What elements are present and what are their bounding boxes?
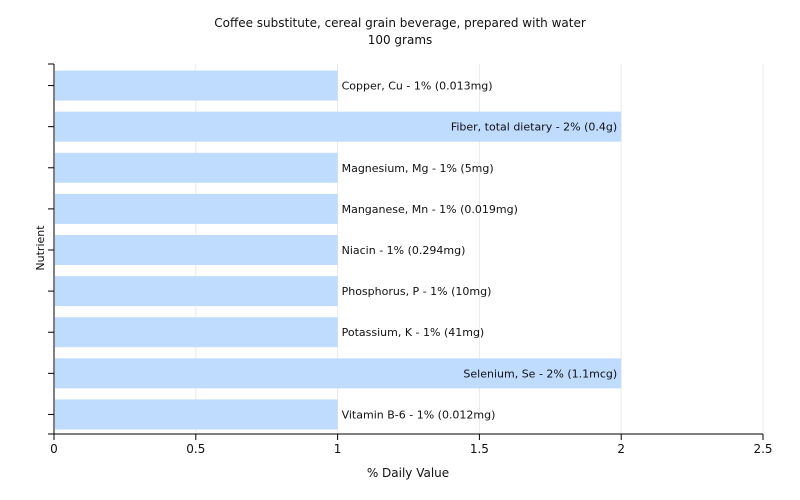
bar <box>55 193 338 224</box>
bar <box>55 152 338 183</box>
bar-label: Selenium, Se - 2% (1.1mcg) <box>463 367 617 380</box>
bar-labels: Copper, Cu - 1% (0.013mg) Fiber, total di… <box>342 80 618 422</box>
bar-label: Vitamin B-6 - 1% (0.012mg) <box>342 408 496 421</box>
bar <box>55 70 338 101</box>
bar-label: Magnesium, Mg - 1% (5mg) <box>342 162 494 175</box>
bar-label: Phosphorus, P - 1% (10mg) <box>342 285 492 298</box>
x-tick-label: 0 <box>50 442 58 456</box>
bar <box>55 111 622 142</box>
bar <box>55 276 338 307</box>
chart-subtitle: 100 grams <box>368 33 433 47</box>
chart-title: Coffee substitute, cereal grain beverage… <box>214 16 586 30</box>
bar <box>55 399 338 430</box>
bar-label: Niacin - 1% (0.294mg) <box>342 244 466 257</box>
y-axis-label: Nutrient <box>34 225 47 271</box>
bar <box>55 235 338 265</box>
bar-label: Manganese, Mn - 1% (0.019mg) <box>342 203 518 216</box>
x-tick-label: 2.5 <box>753 442 772 456</box>
x-tick-label: 1.5 <box>470 442 489 456</box>
bar <box>55 317 338 348</box>
bar-label: Copper, Cu - 1% (0.013mg) <box>342 80 493 93</box>
bar-label: Potassium, K - 1% (41mg) <box>342 326 485 339</box>
x-tick-label: 2 <box>617 442 625 456</box>
bars <box>55 70 622 430</box>
bar-label: Fiber, total dietary - 2% (0.4g) <box>451 121 617 134</box>
bar <box>55 358 622 389</box>
x-tick-label: 0.5 <box>186 442 205 456</box>
axes: 0 0.5 1 1.5 2 2.5 <box>48 63 773 456</box>
x-tick-label: 1 <box>334 442 342 456</box>
x-axis-label: % Daily Value <box>367 466 449 480</box>
